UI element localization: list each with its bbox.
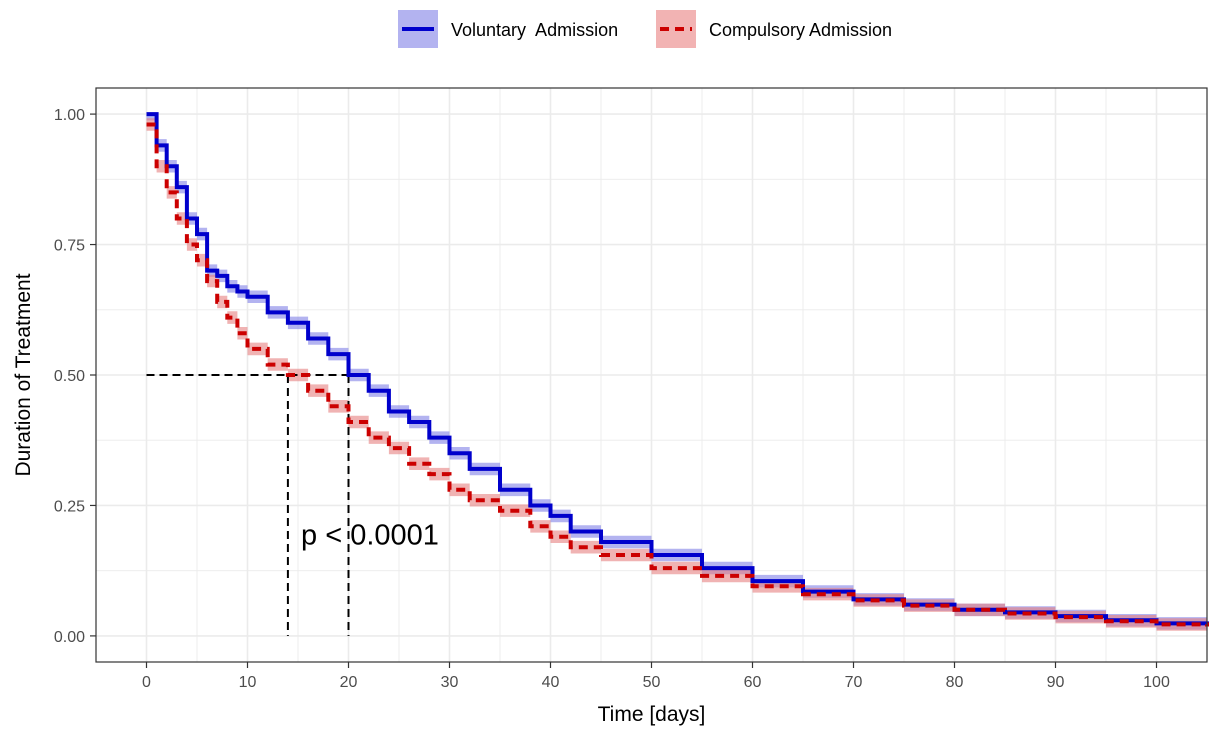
x-tick-label: 80 <box>946 674 964 691</box>
x-tick-label: 70 <box>845 674 863 691</box>
y-tick-label: 0.25 <box>54 498 85 515</box>
x-tick-label: 0 <box>142 674 151 691</box>
x-tick-label: 50 <box>643 674 661 691</box>
y-tick-label: 0.00 <box>54 629 85 646</box>
gridlines <box>96 88 1208 662</box>
x-tick-label: 90 <box>1047 674 1065 691</box>
x-tick-label: 10 <box>239 674 257 691</box>
legend: Voluntary Admission Compulsory Admission <box>398 10 892 48</box>
x-tick-label: 60 <box>744 674 762 691</box>
p-value-annotation: p < 0.0001 <box>301 520 439 552</box>
survival-curves <box>146 112 1209 627</box>
y-axis-title: Duration of Treatment <box>12 273 35 476</box>
x-tick-label: 30 <box>441 674 459 691</box>
y-tick-label: 1.00 <box>54 107 85 124</box>
legend-label-voluntary: Voluntary Admission <box>451 20 618 40</box>
x-tick-label: 40 <box>542 674 560 691</box>
x-tick-label: 20 <box>340 674 358 691</box>
legend-label-compulsory: Compulsory Admission <box>709 20 892 40</box>
x-tick-label: 100 <box>1143 674 1170 691</box>
confidence-bands <box>146 114 1207 633</box>
axis-ticks: 0 10 20 30 40 50 60 70 80 90 100 0.00 0.25 0.50 0.75 1.… <box>54 107 1170 691</box>
y-tick-label: 0.75 <box>54 238 85 255</box>
x-axis-title: Time [days] <box>598 703 706 726</box>
y-tick-label: 0.50 <box>54 368 85 385</box>
survival-curve-compulsory <box>146 122 1209 627</box>
confidence-band-voluntary <box>146 114 1207 632</box>
